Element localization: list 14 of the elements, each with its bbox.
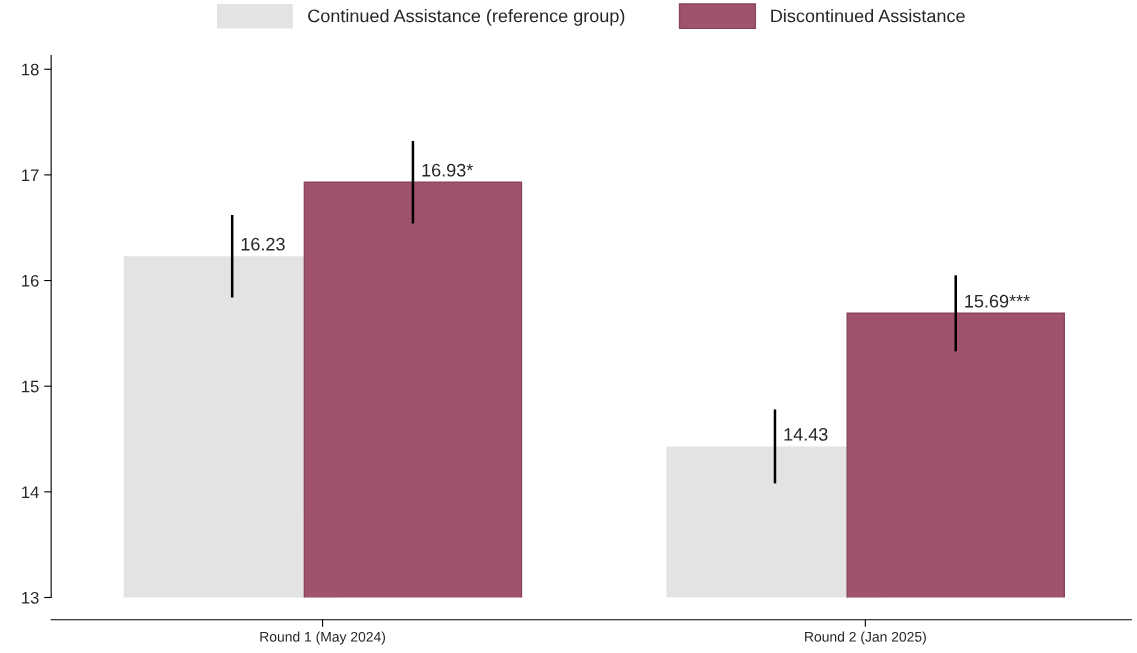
x-tick-label: Round 2 (Jan 2025) <box>805 631 926 645</box>
legend-label: Continued Assistance (reference group) <box>308 9 625 26</box>
y-tick-label: 16 <box>22 274 39 287</box>
y-tick-label: 18 <box>22 63 39 76</box>
data-label: 15.69*** <box>965 294 1030 308</box>
y-tick-label: 17 <box>22 169 39 181</box>
x-tick-label: Round 1 (May 2024) <box>260 631 386 645</box>
y-tick-label: 14 <box>22 486 39 498</box>
data-label: 16.93* <box>422 163 473 177</box>
legend-label: Discontinued Assistance <box>771 9 965 23</box>
y-tick-label: 13 <box>22 591 39 604</box>
y-tick-label: 15 <box>22 380 39 393</box>
data-label: 14.43 <box>784 427 828 441</box>
data-label: 16.23 <box>241 237 285 251</box>
